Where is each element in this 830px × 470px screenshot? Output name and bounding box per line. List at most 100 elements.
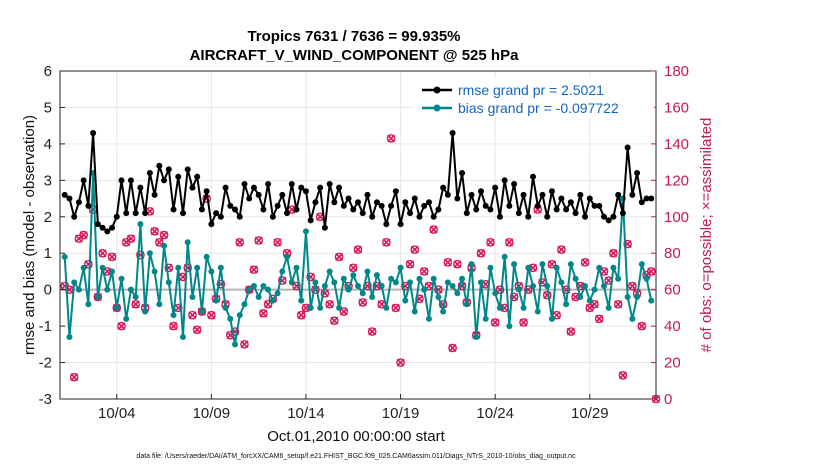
bias-point [340, 275, 347, 282]
rmse-point [501, 177, 508, 184]
bias-point [430, 275, 437, 282]
bias-point [492, 290, 499, 297]
obs-assimilated-marker [500, 303, 509, 312]
obs-count-marker [367, 327, 377, 336]
rmse-point [85, 202, 92, 209]
obs-count-marker [240, 340, 249, 349]
obs-count-marker [353, 245, 363, 254]
rmse-point [624, 144, 631, 151]
obs-possible-marker [131, 299, 140, 309]
obs-count-marker [330, 316, 339, 325]
obs-assimilated-marker [330, 316, 339, 325]
bias-point [563, 301, 570, 308]
bias-point [402, 297, 409, 304]
bias-point [71, 279, 78, 286]
obs-possible-marker [188, 310, 197, 320]
legend: rmse grand pr = 2.5021 bias grand pr = -0… [414, 78, 654, 118]
obs-count-marker [391, 303, 401, 313]
obs-assimilated-marker [193, 325, 202, 334]
rmse-point [213, 210, 220, 217]
obs-possible-marker [490, 318, 500, 327]
obs-assimilated-marker [126, 234, 135, 243]
obs-count-marker [235, 237, 245, 247]
rmse-point [430, 213, 437, 220]
rmse-point [397, 221, 404, 228]
y-tick-label: 5 [44, 99, 52, 116]
y-tick-label: 4 [44, 136, 52, 153]
obs-assimilated-marker [614, 300, 623, 309]
rmse-point [468, 191, 475, 198]
y-right-tick-label: 20 [664, 355, 681, 372]
obs-count-marker [192, 325, 202, 335]
obs-count-marker [386, 134, 396, 143]
bias-point [161, 242, 168, 249]
obs-possible-marker [207, 310, 216, 320]
obs-count-marker [566, 327, 576, 336]
obs-assimilated-marker [443, 258, 452, 267]
rmse-point [596, 202, 603, 209]
obs-possible-marker [169, 321, 178, 331]
y-tick-label: 3 [44, 172, 52, 189]
obs-possible-marker [126, 234, 136, 243]
obs-count-marker [107, 252, 117, 262]
bias-point [638, 261, 645, 268]
rmse-point [75, 199, 82, 206]
bias-point [274, 290, 281, 297]
obs-possible-marker [159, 230, 169, 240]
obs-assimilated-marker [240, 340, 249, 349]
rmse-point [582, 213, 589, 220]
chart-subtitle: AIRCRAFT_V_WIND_COMPONENT @ 525 hPa [190, 47, 520, 64]
obs-assimilated-marker [349, 263, 358, 272]
rmse-point [643, 195, 650, 202]
rmse-point [203, 188, 210, 195]
obs-assimilated-marker [354, 245, 362, 254]
obs-count-marker [453, 259, 462, 269]
bias-point [241, 301, 248, 308]
rmse-point [142, 210, 149, 217]
rmse-point [208, 221, 215, 228]
rmse-point [444, 191, 451, 198]
y-right-tick-label: 180 [664, 63, 689, 80]
plot-area-border [59, 70, 657, 400]
rmse-point [109, 224, 116, 231]
bias-point [506, 323, 513, 330]
bias-point [307, 304, 314, 311]
rmse-point [336, 184, 343, 191]
rmse-point [492, 184, 499, 191]
bias-point [515, 286, 522, 293]
obs-count-marker [618, 371, 628, 380]
obs-assimilated-marker [169, 322, 178, 331]
obs-assimilated-marker [358, 298, 367, 307]
rmse-point [127, 177, 134, 184]
y-right-tick-label: 140 [664, 136, 689, 153]
obs-assimilated-marker [273, 238, 282, 247]
chart-title: Tropics 7631 / 7636 = 99.935% [247, 28, 460, 45]
rmse-point [411, 195, 418, 202]
bias-point [648, 297, 655, 304]
obs-assimilated-marker [609, 249, 618, 258]
obs-count-marker [476, 248, 486, 258]
bias-point [326, 268, 333, 275]
obs-possible-marker [547, 259, 557, 269]
obs-possible-marker [386, 134, 396, 143]
obs-count-marker [419, 267, 429, 276]
rmse-series [61, 129, 655, 235]
rmse-point [132, 210, 139, 217]
obs-possible-marker [107, 252, 117, 262]
obs-assimilated-marker [410, 245, 419, 254]
rmse-point [279, 191, 286, 198]
y-right-tick-label: 40 [664, 318, 681, 335]
obs-count-marker [131, 299, 140, 309]
bias-point [217, 264, 224, 271]
obs-count-marker [382, 237, 391, 247]
obs-possible-marker [244, 285, 254, 294]
rmse-point [274, 202, 281, 209]
obs-assimilated-marker [396, 358, 405, 367]
rmse-point [530, 173, 537, 180]
obs-possible-marker [306, 272, 315, 282]
obs-count-marker [646, 267, 656, 276]
bias-point [553, 264, 560, 271]
obs-assimilated-marker [335, 252, 344, 261]
bias-point [459, 275, 466, 282]
